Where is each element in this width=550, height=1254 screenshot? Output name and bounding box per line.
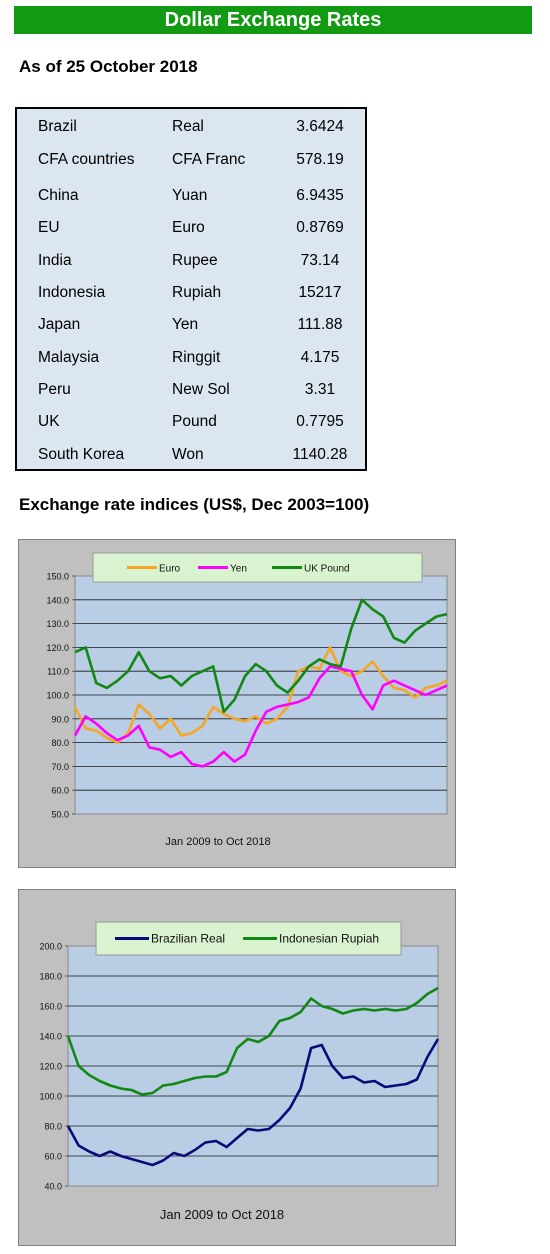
y-tick-label: 80.0 xyxy=(51,738,69,748)
y-tick-label: 120.0 xyxy=(39,1062,62,1072)
y-tick-label: 80.0 xyxy=(44,1122,62,1132)
rate-cell: 0.7795 xyxy=(296,413,344,430)
y-tick-label: 120.0 xyxy=(46,643,69,653)
section-title: Exchange rate indices (US$, Dec 2003=100… xyxy=(19,495,370,514)
country-cell: CFA countries xyxy=(38,151,135,168)
chart-svg: 50.0 60.0 70.0 80.0 90.0 100.0 110.0 120.0 130.0… xyxy=(18,539,456,868)
country-cell: Japan xyxy=(38,316,81,333)
y-tick-label: 100.0 xyxy=(39,1092,62,1102)
x-axis-label: Jan 2009 to Oct 2018 xyxy=(160,1207,284,1222)
chart-real-rupiah: 40.0 60.0 80.0 100.0 120.0 140.0 160.0 180.0 200… xyxy=(18,889,456,1246)
y-tick-label: 60.0 xyxy=(44,1152,62,1162)
legend-label: Indonesian Rupiah xyxy=(279,932,379,946)
y-tick-label: 160.0 xyxy=(39,1002,62,1012)
y-tick-label: 60.0 xyxy=(51,786,69,796)
chart-svg: 40.0 60.0 80.0 100.0 120.0 140.0 160.0 180.0 200… xyxy=(18,889,456,1246)
series-line-1 xyxy=(66,986,439,1096)
series-line-0 xyxy=(66,1038,440,1167)
legend-label: Yen xyxy=(230,564,247,575)
y-tick-label: 90.0 xyxy=(51,714,69,724)
currency-cell: Won xyxy=(172,446,204,463)
table-row: Japan Yen 111.88 xyxy=(17,316,365,340)
country-cell: Indonesia xyxy=(38,284,106,301)
country-cell: Peru xyxy=(38,381,71,398)
table-row: CFA countries CFA Franc 578.19 xyxy=(17,151,365,175)
currency-cell: Rupiah xyxy=(172,284,222,301)
legend-label: Brazilian Real xyxy=(151,932,225,946)
country-cell: South Korea xyxy=(38,446,125,463)
rate-cell: 578.19 xyxy=(296,151,344,168)
rate-cell: 111.88 xyxy=(297,316,343,333)
y-tick-label: 140.0 xyxy=(39,1032,62,1042)
table-row: China Yuan 6.9435 xyxy=(17,187,365,211)
y-tick-label: 110.0 xyxy=(47,667,69,677)
y-tick-label: 100.0 xyxy=(46,691,69,701)
table-row: Indonesia Rupiah 15217 xyxy=(17,284,365,308)
rate-cell: 3.6424 xyxy=(296,118,344,135)
country-cell: India xyxy=(38,252,72,269)
rate-cell: 15217 xyxy=(298,284,342,301)
rate-cell: 0.8769 xyxy=(296,219,344,236)
rate-cell: 4.175 xyxy=(300,349,340,366)
currency-cell: Rupee xyxy=(172,252,218,269)
currency-cell: Real xyxy=(172,118,204,135)
country-cell: China xyxy=(38,187,79,204)
y-tick-label: 130.0 xyxy=(46,619,69,629)
page-title: Dollar Exchange Rates xyxy=(14,6,532,34)
exchange-rates-table: Brazil Real 3.6424 CFA countries CFA Franc 57… xyxy=(15,107,367,471)
currency-cell: CFA Franc xyxy=(172,151,246,168)
y-tick-label: 40.0 xyxy=(44,1182,62,1192)
currency-cell: Yuan xyxy=(172,187,208,204)
table-row: Peru New Sol 3.31 xyxy=(17,381,365,405)
rate-cell: 6.9435 xyxy=(296,187,344,204)
y-tick-label: 140.0 xyxy=(46,595,69,605)
rate-cell: 73.14 xyxy=(300,252,340,269)
y-tick-label: 180.0 xyxy=(39,972,62,982)
table-row: South Korea Won 1140.28 xyxy=(17,446,365,470)
country-cell: EU xyxy=(38,219,60,236)
table-row: UK Pound 0.7795 xyxy=(17,413,365,437)
as-of-date: As of 25 October 2018 xyxy=(19,57,198,76)
rate-cell: 1140.28 xyxy=(292,446,348,463)
country-cell: Brazil xyxy=(38,118,77,135)
rate-cell: 3.31 xyxy=(304,381,336,398)
currency-cell: Yen xyxy=(172,316,199,333)
series-line-1 xyxy=(73,665,448,768)
x-axis-label: Jan 2009 to Oct 2018 xyxy=(165,836,270,848)
currency-cell: Ringgit xyxy=(172,349,221,366)
table-row: EU Euro 0.8769 xyxy=(17,219,365,243)
y-tick-label: 70.0 xyxy=(51,762,69,772)
currency-cell: New Sol xyxy=(172,381,230,398)
country-cell: UK xyxy=(38,413,60,430)
table-row: India Rupee 73.14 xyxy=(17,252,365,276)
currency-cell: Euro xyxy=(172,219,205,236)
table-row: Malaysia Ringgit 4.175 xyxy=(17,349,365,373)
country-cell: Malaysia xyxy=(38,349,100,366)
y-tick-label: 50.0 xyxy=(51,810,69,820)
table-row: Brazil Real 3.6424 xyxy=(17,118,365,142)
chart-euro-yen-pound: 50.0 60.0 70.0 80.0 90.0 100.0 110.0 120.0 130.0… xyxy=(18,539,456,868)
y-tick-label: 200.0 xyxy=(39,942,62,952)
legend-label: Euro xyxy=(159,564,181,575)
y-tick-label: 150.0 xyxy=(46,572,69,582)
series-line-2 xyxy=(74,598,448,713)
currency-cell: Pound xyxy=(172,413,217,430)
legend-label: UK Pound xyxy=(304,564,350,575)
